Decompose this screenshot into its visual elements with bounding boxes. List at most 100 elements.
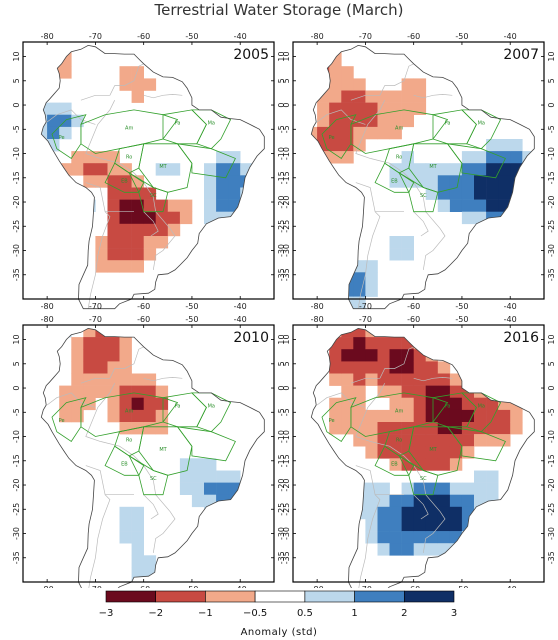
- anomaly-cell: [498, 409, 511, 423]
- lat-tick-label: -30: [547, 244, 556, 257]
- anomaly-cell: [71, 349, 84, 362]
- lon-tick-label: -70: [359, 302, 372, 311]
- anomaly-cell: [131, 90, 144, 103]
- anomaly-cell: [216, 470, 229, 483]
- lat-tick-label: 0: [547, 385, 556, 390]
- anomaly-cell: [119, 422, 132, 435]
- panel-year-label: 2010: [233, 330, 269, 346]
- region-label: Pe: [329, 135, 335, 141]
- anomaly-cell: [204, 482, 217, 495]
- anomaly-cell: [461, 397, 475, 411]
- anomaly-cell: [107, 349, 120, 362]
- anomaly-cell: [143, 397, 157, 411]
- lat-tick-label: -30: [12, 527, 21, 540]
- lon-tick-label: -40: [234, 585, 247, 588]
- anomaly-cell: [311, 126, 318, 140]
- anomaly-cell: [401, 543, 414, 556]
- anomaly-cell: [437, 187, 451, 200]
- anomaly-cell: [341, 409, 354, 423]
- anomaly-cell: [401, 90, 414, 103]
- anomaly-cell: [437, 531, 451, 544]
- anomaly-cell: [107, 163, 120, 176]
- anomaly-cell: [341, 385, 354, 398]
- anomaly-cell: [401, 151, 414, 164]
- anomaly-cell: [107, 260, 120, 273]
- lat-tick-label: -10: [282, 147, 291, 160]
- anomaly-cell: [425, 163, 439, 176]
- anomaly-cell: [119, 66, 132, 79]
- region-outline: [460, 392, 502, 433]
- anomaly-cell: [191, 482, 205, 495]
- anomaly-cell: [216, 199, 229, 212]
- region-label: Pe: [59, 418, 65, 424]
- region-outline: [321, 114, 357, 159]
- lat-tick-label: -20: [277, 195, 286, 208]
- anomaly-cell: [401, 248, 414, 261]
- anomaly-cell: [461, 163, 475, 176]
- lat-tick-label: 0: [12, 102, 21, 107]
- coastline: [310, 327, 535, 588]
- anomaly-cell: [498, 139, 511, 152]
- lat-tick-label: -20: [547, 195, 556, 208]
- anomaly-cell: [413, 361, 427, 374]
- anomaly-cell: [329, 139, 342, 152]
- region-outline: [114, 426, 145, 457]
- anomaly-cell: [437, 409, 451, 423]
- country-border: [143, 377, 183, 382]
- anomaly-cell: [71, 385, 84, 398]
- country-border: [80, 94, 110, 101]
- panel-year-label: 2016: [503, 330, 539, 346]
- anomaly-cell: [389, 434, 402, 447]
- anomaly-cell: [474, 434, 487, 447]
- anomaly-cell: [353, 102, 366, 115]
- anomaly-cell: [155, 397, 169, 411]
- lon-tick-label: -40: [234, 32, 247, 41]
- anomaly-cell: [449, 397, 463, 411]
- anomaly-cell: [461, 151, 475, 164]
- country-border: [413, 211, 429, 237]
- anomaly-cells: [311, 45, 535, 309]
- anomaly-cell: [353, 272, 366, 285]
- anomaly-cell: [474, 199, 487, 212]
- panel-frame: [22, 324, 275, 583]
- anomaly-cell: [131, 409, 144, 423]
- country-border: [355, 182, 381, 309]
- region-label: Am: [125, 408, 133, 414]
- anomaly-cell: [377, 102, 390, 115]
- anomaly-cell: [71, 151, 84, 164]
- lon-tick-label: -80: [311, 585, 324, 588]
- lon-tick-label: -80: [311, 32, 324, 41]
- anomaly-cell: [47, 102, 60, 115]
- anomaly-cell: [95, 373, 108, 386]
- country-border: [143, 94, 183, 99]
- anomaly-cell: [474, 163, 487, 176]
- colorbar-tick-label: −1: [198, 608, 213, 619]
- lon-tick-label: -50: [455, 585, 468, 588]
- anomaly-cell: [389, 409, 402, 423]
- anomaly-cell: [389, 458, 402, 471]
- anomaly-cell: [155, 409, 169, 423]
- anomaly-cell: [401, 373, 414, 386]
- anomaly-cell: [167, 163, 181, 176]
- anomaly-cell: [329, 349, 342, 362]
- anomaly-cell: [377, 126, 390, 140]
- anomaly-cell: [377, 519, 390, 532]
- anomaly-cell: [389, 126, 402, 140]
- anomaly-cell: [353, 349, 366, 362]
- anomaly-cell: [449, 458, 463, 471]
- region-outline: [190, 392, 232, 433]
- anomaly-cell: [131, 236, 144, 249]
- anomaly-cell: [377, 422, 390, 435]
- lon-tick-label: -60: [137, 32, 150, 41]
- anomaly-cell: [353, 385, 366, 398]
- anomaly-cell: [119, 248, 132, 261]
- panel-year-label: 2007: [503, 47, 539, 63]
- anomaly-cell: [377, 373, 390, 386]
- lon-tick-label: -80: [311, 315, 324, 324]
- lat-tick-label: -20: [547, 478, 556, 491]
- map-background: [23, 325, 274, 582]
- anomaly-cell: [389, 494, 402, 508]
- country-border: [355, 465, 381, 588]
- lat-tick-label: -5: [12, 408, 21, 416]
